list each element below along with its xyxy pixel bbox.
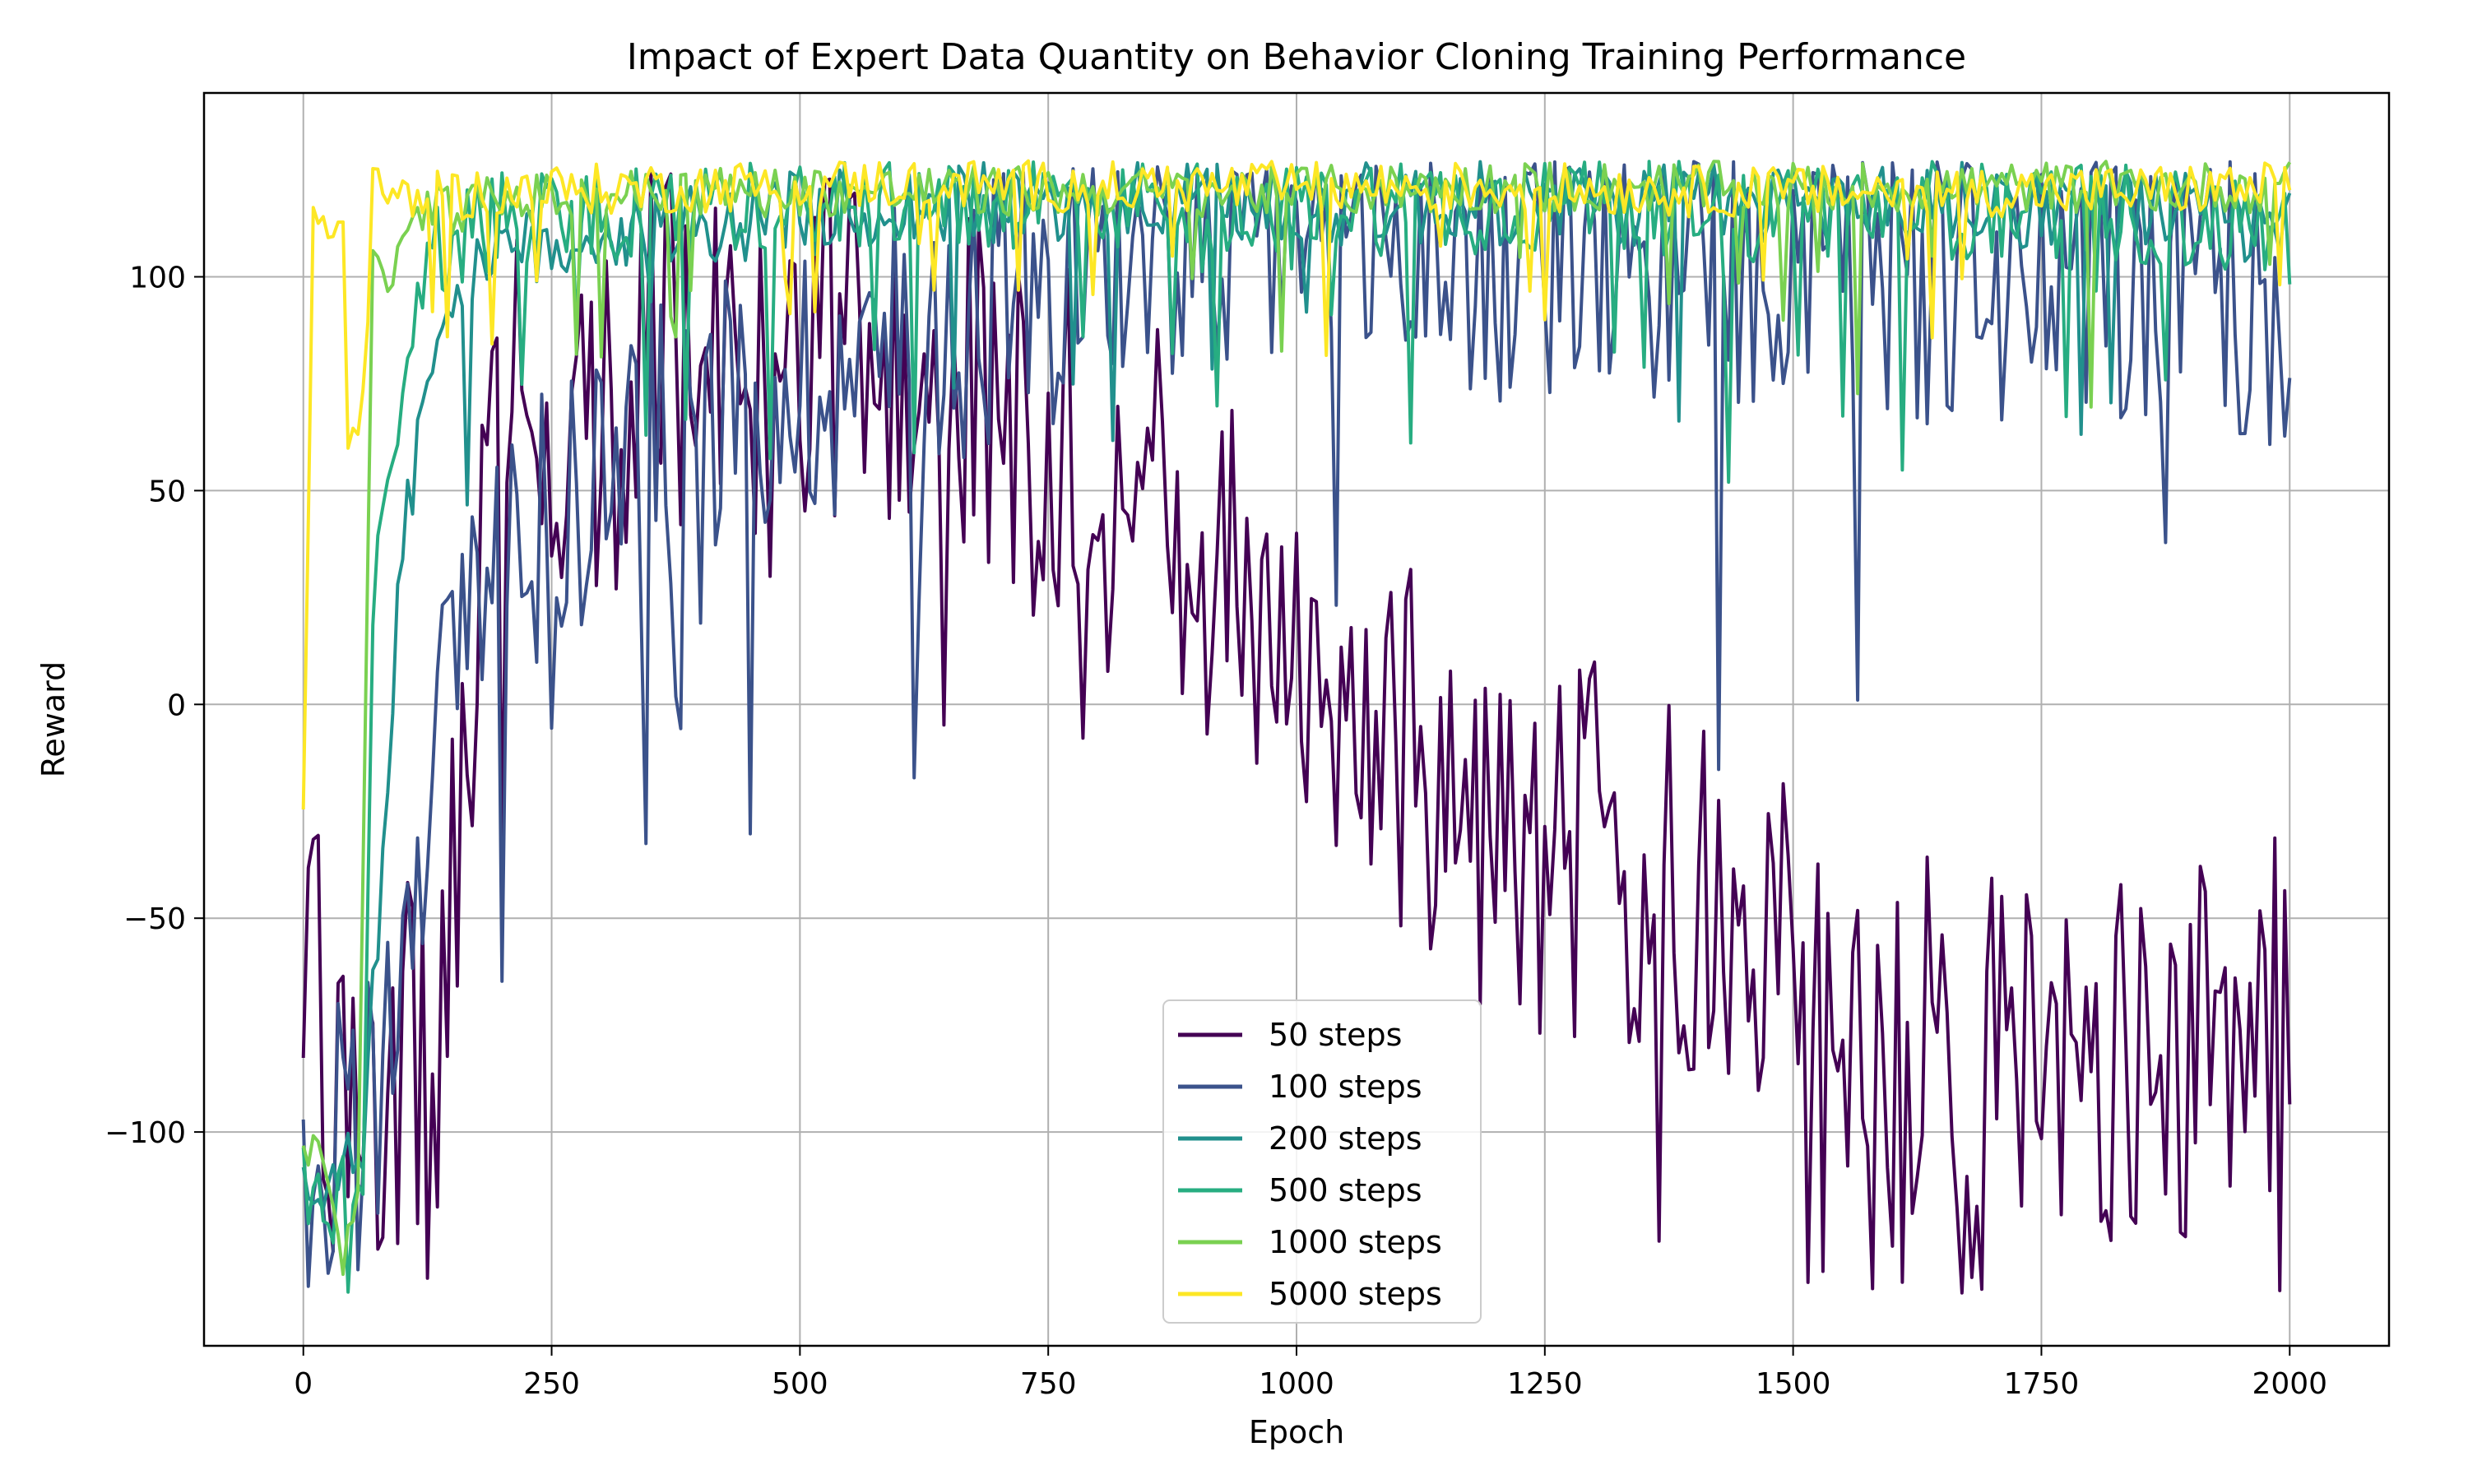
legend: 50 steps 100 steps 200 steps 500 steps 1000 …: [1162, 999, 1482, 1324]
legend-box: [1162, 999, 1482, 1324]
legend-label: 50 steps: [1269, 1017, 1402, 1053]
x-axis-label: Epoch: [1249, 1414, 1344, 1450]
y-tick-label: −50: [123, 902, 186, 936]
y-tick-label: 100: [129, 262, 186, 295]
legend-label: 100 steps: [1269, 1069, 1422, 1105]
legend-label: 5000 steps: [1269, 1276, 1442, 1312]
x-tick-label: 0: [294, 1367, 313, 1401]
axis-ticks: 0 250 500 750 1000 1250 1500 1750 2000 −100 −50 0 50…: [104, 262, 2327, 1401]
y-axis-label: Reward: [35, 661, 72, 778]
x-tick-label: 1250: [1507, 1367, 1583, 1401]
x-tick-label: 1000: [1259, 1367, 1334, 1401]
x-tick-label: 1500: [1756, 1367, 1831, 1401]
chart-title: Impact of Expert Data Quantity on Behavi…: [627, 36, 1966, 78]
legend-label: 200 steps: [1269, 1120, 1422, 1157]
data-lines: [301, 159, 2292, 1295]
legend-label: 1000 steps: [1269, 1224, 1442, 1260]
y-tick-label: 50: [148, 475, 186, 508]
x-tick-label: 500: [772, 1367, 828, 1401]
y-tick-label: 0: [167, 689, 186, 722]
x-tick-label: 2000: [2252, 1367, 2327, 1401]
series-line-6: [301, 159, 2292, 810]
series-line-1: [301, 169, 2292, 1295]
legend-label: 500 steps: [1269, 1172, 1422, 1208]
x-tick-label: 250: [523, 1367, 580, 1401]
y-tick-label: −100: [104, 1116, 186, 1150]
x-tick-label: 1750: [2004, 1367, 2080, 1401]
x-tick-label: 750: [1020, 1367, 1077, 1401]
